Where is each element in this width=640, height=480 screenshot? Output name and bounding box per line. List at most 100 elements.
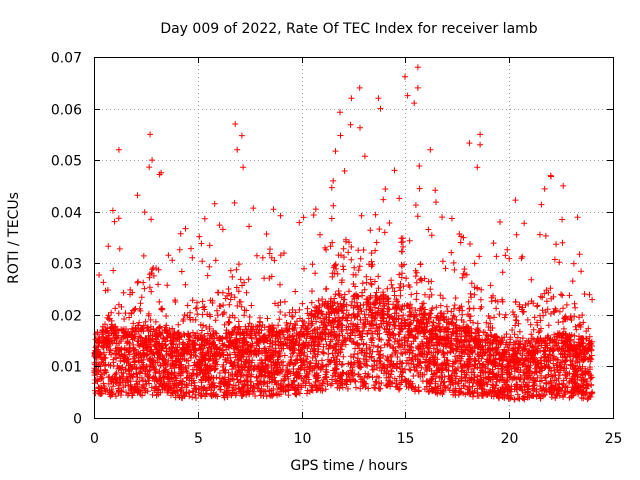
data-point bbox=[512, 322, 519, 329]
data-point bbox=[98, 342, 105, 349]
data-point bbox=[240, 164, 247, 171]
data-point bbox=[309, 261, 316, 268]
data-point bbox=[124, 338, 131, 345]
data-point bbox=[416, 185, 423, 192]
data-point bbox=[566, 292, 573, 299]
data-point bbox=[499, 269, 506, 276]
data-point bbox=[309, 320, 316, 327]
data-point bbox=[259, 254, 266, 261]
data-point bbox=[192, 305, 199, 312]
data-point bbox=[220, 302, 227, 309]
data-point bbox=[249, 357, 256, 364]
data-point bbox=[357, 317, 364, 323]
data-point bbox=[235, 261, 242, 268]
data-point bbox=[115, 310, 122, 317]
data-point bbox=[100, 279, 107, 286]
data-point bbox=[493, 305, 500, 312]
data-point bbox=[471, 260, 478, 267]
data-point bbox=[217, 380, 224, 387]
data-point bbox=[578, 268, 585, 275]
data-point bbox=[338, 346, 345, 353]
data-point bbox=[528, 276, 535, 283]
data-point bbox=[312, 206, 319, 213]
data-point bbox=[512, 197, 519, 204]
data-point bbox=[319, 380, 326, 386]
data-point bbox=[142, 318, 149, 325]
data-point bbox=[110, 267, 117, 274]
data-point bbox=[531, 314, 538, 321]
data-point bbox=[422, 291, 428, 298]
data-point bbox=[216, 370, 223, 376]
data-point bbox=[264, 315, 271, 322]
data-point bbox=[163, 313, 170, 319]
data-point bbox=[524, 316, 531, 323]
data-point bbox=[374, 331, 381, 338]
data-point bbox=[359, 292, 366, 299]
data-point bbox=[487, 282, 494, 289]
data-point bbox=[513, 231, 520, 238]
data-point bbox=[189, 394, 196, 401]
data-point bbox=[235, 288, 242, 295]
data-point bbox=[339, 361, 346, 368]
data-point bbox=[192, 391, 199, 398]
data-point bbox=[261, 275, 268, 282]
data-point bbox=[335, 290, 342, 297]
data-point bbox=[112, 393, 119, 400]
data-point bbox=[250, 205, 257, 212]
data-point bbox=[238, 132, 245, 139]
data-point bbox=[332, 148, 339, 155]
data-point bbox=[363, 345, 370, 352]
data-point bbox=[149, 266, 156, 273]
data-point bbox=[534, 303, 540, 310]
data-point bbox=[555, 319, 562, 326]
data-point bbox=[440, 295, 446, 302]
data-point bbox=[177, 230, 184, 237]
data-point bbox=[141, 209, 148, 216]
data-point bbox=[186, 389, 193, 396]
data-point bbox=[509, 309, 516, 315]
data-point bbox=[550, 360, 557, 367]
data-point bbox=[361, 311, 368, 318]
data-point bbox=[188, 380, 195, 387]
data-point bbox=[556, 380, 562, 387]
data-point bbox=[420, 354, 427, 361]
data-point bbox=[184, 302, 191, 309]
data-point bbox=[387, 374, 394, 380]
data-point bbox=[552, 395, 559, 401]
data-point bbox=[490, 240, 497, 247]
data-point bbox=[519, 253, 526, 260]
data-point bbox=[320, 350, 327, 357]
data-point bbox=[459, 274, 466, 281]
data-point bbox=[199, 298, 206, 305]
data-point bbox=[366, 344, 373, 351]
data-point bbox=[472, 357, 479, 364]
data-point bbox=[352, 345, 359, 352]
data-point bbox=[113, 370, 120, 376]
data-point bbox=[176, 246, 183, 253]
data-point bbox=[398, 248, 405, 255]
data-point bbox=[320, 343, 327, 350]
data-point bbox=[140, 252, 147, 259]
data-point bbox=[502, 311, 509, 318]
data-point bbox=[141, 285, 148, 292]
data-point bbox=[109, 207, 116, 214]
data-point bbox=[413, 279, 420, 286]
data-point bbox=[125, 339, 131, 346]
data-point bbox=[278, 345, 285, 352]
data-point bbox=[138, 294, 145, 301]
data-point bbox=[363, 279, 370, 286]
data-point bbox=[350, 281, 357, 287]
data-point bbox=[188, 355, 194, 361]
data-point bbox=[333, 341, 340, 348]
data-point bbox=[496, 311, 503, 318]
data-point bbox=[419, 378, 426, 385]
data-point bbox=[175, 321, 182, 328]
data-point bbox=[376, 226, 383, 233]
data-point bbox=[292, 288, 299, 295]
data-point bbox=[308, 299, 315, 306]
data-point bbox=[376, 324, 383, 331]
data-point bbox=[134, 279, 141, 286]
data-point bbox=[211, 200, 218, 207]
data-point bbox=[509, 327, 516, 333]
